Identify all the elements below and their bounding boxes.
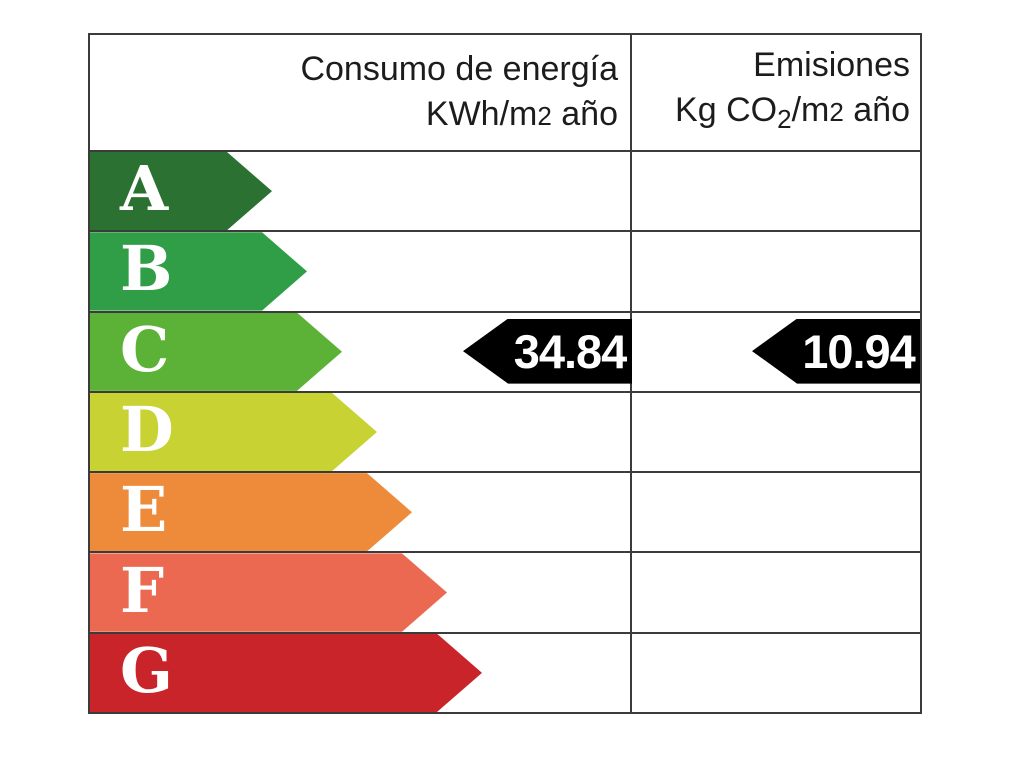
consumption-value-arrow: 34.84	[463, 318, 632, 384]
rating-letter-E: E	[120, 473, 168, 547]
rating-letter-B: B	[120, 232, 173, 306]
rating-row-D: D	[90, 392, 920, 474]
consumption-unit-exponent: 2	[537, 100, 552, 131]
rating-letter-F: F	[120, 553, 165, 627]
consumption-unit-suffix: año	[551, 94, 618, 133]
consumption-value: 34.84	[513, 324, 628, 378]
rating-arrow-D: D	[90, 393, 377, 471]
rating-letter-C: C	[120, 312, 170, 386]
energy-table: Consumo de energía KWh/m2 año Emisiones …	[88, 33, 922, 714]
table-header: Consumo de energía KWh/m2 año Emisiones …	[90, 35, 920, 152]
header-consumption: Consumo de energía KWh/m2 año	[90, 35, 630, 150]
emissions-unit-suffix: año	[843, 91, 910, 129]
rating-row-E: E	[90, 473, 920, 554]
rating-letter-G: G	[120, 633, 173, 707]
rating-arrow-E: E	[90, 473, 412, 551]
rating-letter-A: A	[120, 152, 169, 226]
rating-arrow-C: C	[90, 313, 342, 391]
header-emissions-line1: Emisiones	[753, 46, 910, 84]
rating-row-A: A	[90, 152, 920, 233]
header-consumption-line1: Consumo de energía	[300, 49, 618, 88]
emissions-unit-exponent: 2	[829, 97, 844, 127]
emissions-unit-mid: /m	[791, 91, 830, 129]
emissions-unit-prefix: Kg CO	[675, 91, 778, 129]
rating-arrow-A: A	[90, 152, 272, 230]
rating-arrow-B: B	[90, 232, 307, 310]
rating-row-F: F	[90, 553, 920, 634]
header-emissions-line2: Kg CO2/m2 año	[675, 88, 910, 142]
rating-arrow-F: F	[90, 553, 447, 631]
rating-row-G: G	[90, 633, 920, 712]
emissions-co2-subscript: 2	[777, 104, 792, 134]
rating-arrow-G: G	[90, 634, 482, 712]
header-emissions: Emisiones Kg CO2/m2 año	[630, 35, 920, 150]
rating-row-B: B	[90, 232, 920, 313]
rating-row-C: C 34.84 10.94	[90, 312, 920, 393]
rating-letter-D: D	[120, 392, 174, 466]
emissions-value: 10.94	[802, 324, 916, 378]
rating-rows: A B C 34.84 10.94 D E F G	[90, 152, 920, 712]
emissions-value-arrow: 10.94	[752, 318, 920, 384]
header-consumption-line2: KWh/m2 año	[426, 92, 618, 139]
consumption-unit-prefix: KWh/m	[425, 94, 538, 133]
